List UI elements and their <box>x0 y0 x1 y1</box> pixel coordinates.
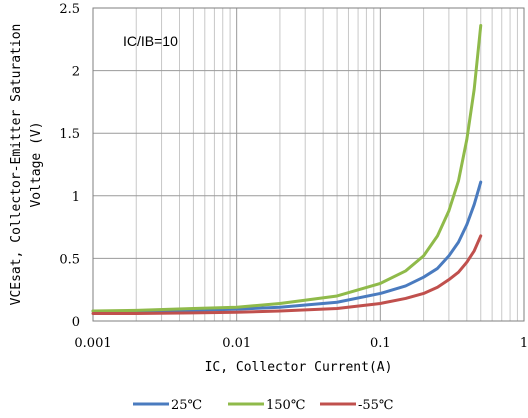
y-tick-label: 0.5 <box>59 252 80 267</box>
series-lines <box>91 24 483 315</box>
series-line <box>91 180 483 313</box>
y-tick-label: 2.5 <box>59 2 80 17</box>
legend-label: 25℃ <box>171 398 202 413</box>
x-tick-label: 0.1 <box>370 336 391 351</box>
legend: 25℃ 150℃ -55℃ <box>133 398 393 413</box>
x-tick-label: 1 <box>520 336 528 351</box>
y-tick-label: 2 <box>72 65 80 80</box>
y-axis-title: VCEsat, Collector-Emitter Saturation Vol… <box>9 24 44 306</box>
legend-label: 150℃ <box>266 398 305 413</box>
grid <box>92 7 524 322</box>
legend-label: -55℃ <box>358 398 393 413</box>
y-tick-label: 0 <box>72 315 80 330</box>
y-axis-title-line1: VCEsat, Collector-Emitter Saturation <box>9 24 24 306</box>
y-axis-title-line2: Voltage (V) <box>29 121 44 207</box>
x-tick-label: 0.001 <box>74 336 111 351</box>
x-axis-title: IC, Collector Current(A) <box>205 360 393 375</box>
series-line <box>91 234 483 315</box>
plot-area-border <box>92 7 525 322</box>
x-tick-label: 0.01 <box>222 336 251 351</box>
y-tick-labels: 0 0.5 1 1.5 2 2.5 <box>59 2 80 330</box>
x-tick-labels: 0.001 0.01 0.1 1 <box>74 336 528 351</box>
series-line <box>91 24 483 313</box>
y-tick-label: 1.5 <box>59 127 80 142</box>
ratio-annotation: IC/IB=10 <box>123 33 178 49</box>
y-tick-label: 1 <box>72 190 80 205</box>
